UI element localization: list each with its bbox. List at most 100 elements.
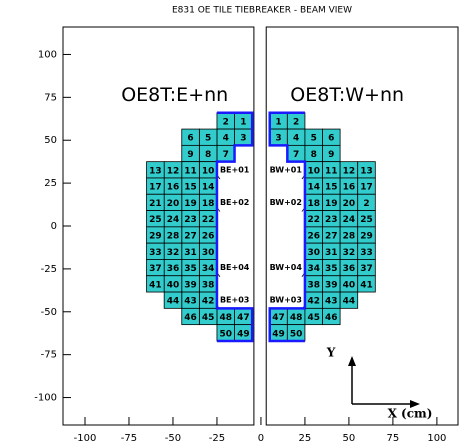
y-tick-label: -75 bbox=[41, 350, 57, 361]
tile-label: 47 bbox=[237, 313, 250, 323]
y-tick-label: -100 bbox=[34, 393, 57, 404]
tile-label: 6 bbox=[187, 134, 193, 144]
tile-label: 27 bbox=[184, 232, 197, 242]
tile-label: 24 bbox=[343, 215, 356, 225]
tile-label: 24 bbox=[167, 215, 180, 225]
tile-label: 26 bbox=[202, 232, 215, 242]
tile-label: 14 bbox=[307, 183, 320, 193]
tile-label: 30 bbox=[202, 248, 215, 258]
tile bbox=[181, 307, 200, 326]
row-tag: BW+03 bbox=[270, 296, 302, 305]
row-tag: BE+01 bbox=[220, 165, 250, 174]
x-tick-label: 0 bbox=[258, 433, 264, 444]
tile-label: 26 bbox=[307, 232, 320, 242]
tile-label: 38 bbox=[202, 280, 215, 290]
tile-label: 40 bbox=[167, 280, 180, 290]
y-arrowhead bbox=[348, 356, 356, 366]
tile-label: 15 bbox=[325, 183, 338, 193]
tile-label: 4 bbox=[293, 134, 299, 144]
tile-label: 47 bbox=[272, 313, 285, 323]
tile-label: 45 bbox=[202, 313, 215, 323]
tile-label: 30 bbox=[307, 248, 320, 258]
y-tick-label: -25 bbox=[41, 264, 57, 275]
tile-label: 41 bbox=[149, 280, 162, 290]
tile-label: 11 bbox=[325, 166, 338, 176]
tile-label: 2 bbox=[223, 117, 229, 127]
tile-label: 25 bbox=[149, 215, 162, 225]
tile-label: 48 bbox=[290, 313, 303, 323]
tile-label: 9 bbox=[328, 150, 334, 160]
tile-label: 31 bbox=[325, 248, 338, 258]
row-tag: BW+01 bbox=[270, 165, 303, 174]
tile-label: 22 bbox=[307, 215, 320, 225]
tile-label: 49 bbox=[237, 329, 250, 339]
row-tag: BW+04 bbox=[270, 263, 303, 272]
tile-label: 34 bbox=[202, 264, 215, 274]
tile-label: 11 bbox=[184, 166, 197, 176]
tile-label: 21 bbox=[149, 199, 162, 209]
tile-label: 1 bbox=[275, 117, 281, 127]
tile-label: 32 bbox=[343, 248, 356, 258]
tile-label: 5 bbox=[311, 134, 317, 144]
tile-label: 25 bbox=[360, 215, 373, 225]
tile-label: 39 bbox=[184, 280, 197, 290]
x-arrowhead bbox=[410, 400, 420, 408]
tile-label: 44 bbox=[167, 297, 180, 307]
tile-label: 38 bbox=[307, 280, 320, 290]
tile-label: 4 bbox=[223, 134, 229, 144]
tile-label: 50 bbox=[219, 329, 232, 339]
tile-label: 42 bbox=[307, 297, 320, 307]
tile-label: 29 bbox=[360, 232, 373, 242]
x-tick-label: -25 bbox=[209, 433, 225, 444]
tile-label: 33 bbox=[149, 248, 162, 258]
tile-label: 7 bbox=[223, 150, 229, 160]
tile-label: 23 bbox=[325, 215, 338, 225]
tile-label: 19 bbox=[325, 199, 338, 209]
y-tick-label: -50 bbox=[41, 307, 57, 318]
panel-frame bbox=[265, 26, 459, 426]
tile-label: 8 bbox=[205, 150, 211, 160]
tile-label: 3 bbox=[240, 134, 246, 144]
tile-label: 46 bbox=[325, 313, 338, 323]
tile-label: 17 bbox=[360, 183, 373, 193]
title: E831 OE TILE TIEBREAKER - BEAM VIEW bbox=[172, 6, 352, 16]
tile-label: 50 bbox=[290, 329, 303, 339]
tile bbox=[339, 291, 359, 309]
tile-label: 15 bbox=[184, 183, 197, 193]
tile-label: 35 bbox=[184, 264, 197, 274]
tile-label: 3 bbox=[275, 134, 281, 144]
tile-label: 35 bbox=[325, 264, 338, 274]
tile-label: 20 bbox=[343, 199, 356, 209]
tile-label: 16 bbox=[343, 183, 356, 193]
x-tick-label: 50 bbox=[343, 433, 356, 444]
tile-label: 42 bbox=[202, 297, 215, 307]
tile-label: 18 bbox=[202, 199, 215, 209]
tile bbox=[322, 307, 341, 326]
tile-label: 14 bbox=[202, 183, 215, 193]
tile-label: 13 bbox=[149, 166, 162, 176]
tile-label: 16 bbox=[167, 183, 180, 193]
tile-label: 23 bbox=[184, 215, 197, 225]
y-tick-label: 25 bbox=[44, 178, 57, 189]
tile-label: 2 bbox=[363, 199, 369, 209]
x-tick-label: 25 bbox=[299, 433, 312, 444]
tile-label: 45 bbox=[307, 313, 320, 323]
tile-label: 22 bbox=[202, 215, 215, 225]
tile-label: 28 bbox=[343, 232, 356, 242]
tile-label: 20 bbox=[167, 199, 180, 209]
row-tag: BE+03 bbox=[220, 296, 249, 305]
tile-label: 7 bbox=[293, 150, 299, 160]
tile-label: 12 bbox=[167, 166, 180, 176]
tile-label: 33 bbox=[360, 248, 373, 258]
tile-label: 27 bbox=[325, 232, 338, 242]
tile-label: 8 bbox=[311, 150, 317, 160]
tile-label: 36 bbox=[167, 264, 180, 274]
y-arrow-label: Y bbox=[326, 346, 336, 360]
x-tick-label: -75 bbox=[121, 433, 137, 444]
tile-label: 1 bbox=[240, 117, 246, 127]
x-tick-label: -50 bbox=[165, 433, 181, 444]
tile bbox=[357, 275, 376, 293]
tile-label: 31 bbox=[184, 248, 197, 258]
tile-label: 43 bbox=[184, 297, 197, 307]
